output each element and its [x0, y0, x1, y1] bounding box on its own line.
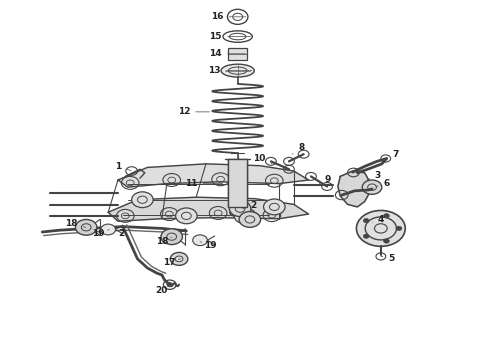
Text: 3: 3 [367, 171, 381, 180]
Text: 17: 17 [163, 258, 180, 267]
Circle shape [193, 235, 207, 246]
Text: 10: 10 [253, 154, 272, 164]
Text: 4: 4 [372, 215, 384, 224]
Text: 14: 14 [209, 49, 245, 58]
Circle shape [362, 180, 382, 194]
Text: 9: 9 [319, 175, 331, 184]
Text: 18: 18 [156, 237, 171, 246]
Polygon shape [108, 197, 309, 221]
Text: 2: 2 [119, 229, 130, 238]
Text: 8: 8 [293, 143, 304, 154]
Circle shape [75, 220, 97, 235]
Circle shape [264, 199, 285, 215]
Text: 16: 16 [211, 12, 245, 21]
Circle shape [356, 211, 405, 246]
FancyBboxPatch shape [228, 48, 247, 59]
Text: 15: 15 [209, 32, 250, 41]
Ellipse shape [230, 209, 245, 217]
Circle shape [229, 201, 251, 217]
Circle shape [101, 224, 116, 235]
Circle shape [132, 192, 153, 208]
Circle shape [396, 226, 402, 230]
Text: 12: 12 [178, 107, 210, 116]
Circle shape [384, 213, 390, 218]
Text: 18: 18 [65, 219, 86, 228]
Polygon shape [338, 171, 369, 207]
Circle shape [161, 229, 182, 244]
Circle shape [384, 239, 390, 243]
Text: 2: 2 [243, 201, 257, 210]
Text: 11: 11 [185, 179, 222, 188]
Text: 5: 5 [381, 254, 395, 263]
Circle shape [170, 252, 188, 265]
FancyBboxPatch shape [228, 159, 247, 207]
Text: 19: 19 [92, 229, 109, 238]
Ellipse shape [221, 64, 254, 77]
Text: 6: 6 [376, 179, 390, 188]
Circle shape [234, 210, 241, 215]
Text: 7: 7 [387, 150, 399, 159]
Text: 13: 13 [208, 66, 252, 75]
Text: 19: 19 [200, 241, 217, 250]
Circle shape [234, 208, 256, 224]
Circle shape [363, 219, 369, 223]
Circle shape [167, 283, 172, 287]
Circle shape [175, 208, 197, 224]
Text: 1: 1 [115, 162, 131, 171]
Circle shape [363, 234, 369, 238]
Circle shape [239, 212, 261, 227]
Text: 20: 20 [156, 285, 171, 295]
Polygon shape [118, 164, 309, 187]
